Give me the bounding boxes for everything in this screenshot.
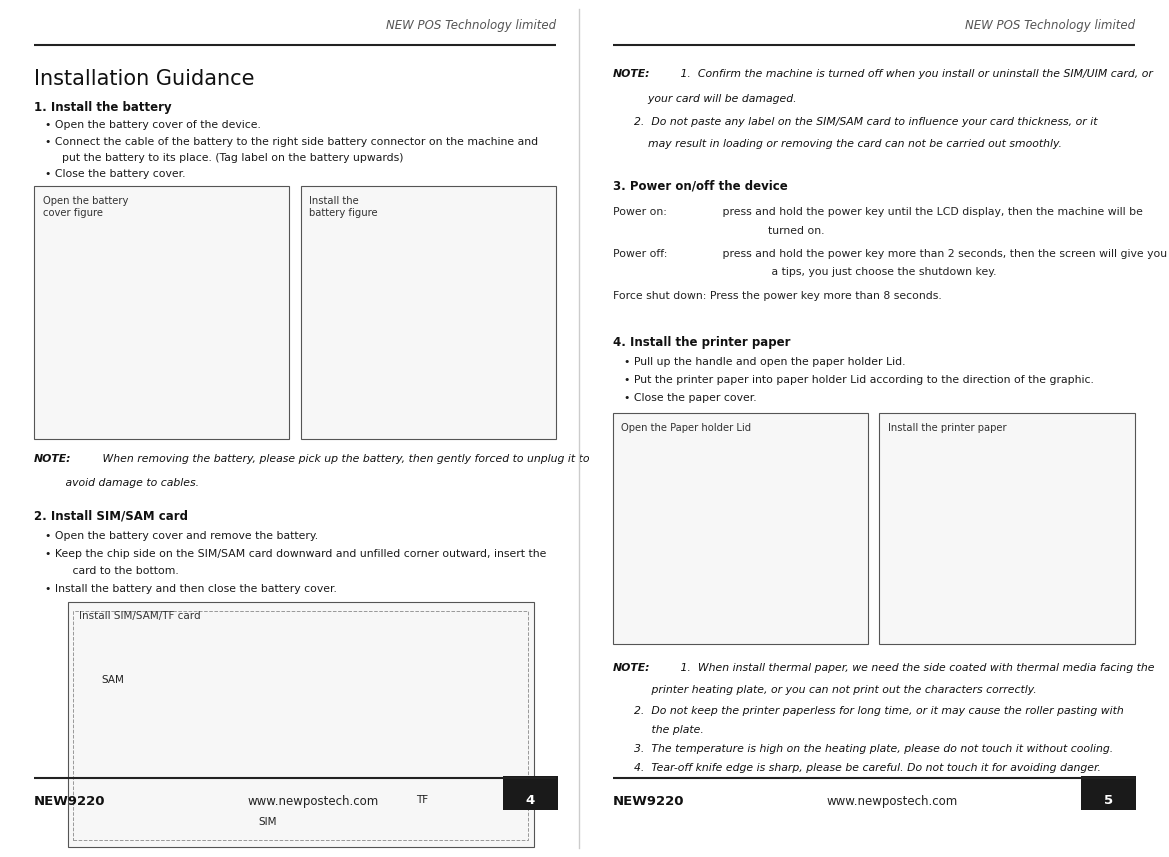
Text: • Open the battery cover of the device.: • Open the battery cover of the device. — [46, 120, 261, 130]
Text: www.newpostech.com: www.newpostech.com — [826, 795, 957, 808]
Text: NEW9220: NEW9220 — [34, 795, 105, 808]
Text: NOTE:: NOTE: — [613, 663, 650, 674]
Text: • Pull up the handle and open the paper holder Lid.: • Pull up the handle and open the paper … — [624, 357, 906, 368]
Text: press and hold the power key until the LCD display, then the machine will be: press and hold the power key until the L… — [719, 207, 1143, 218]
Text: Install SIM/SAM/TF card: Install SIM/SAM/TF card — [79, 611, 201, 621]
Text: 1.  When install thermal paper, we need the side coated with thermal media facin: 1. When install thermal paper, we need t… — [677, 663, 1155, 674]
Text: 1.  Confirm the machine is turned off when you install or uninstall the SIM/UIM : 1. Confirm the machine is turned off whe… — [677, 69, 1153, 79]
Text: 3. Power on/off the device: 3. Power on/off the device — [613, 180, 788, 193]
Bar — [613, 413, 869, 644]
Text: avoid damage to cables.: avoid damage to cables. — [34, 478, 199, 488]
Text: NEW POS Technology limited: NEW POS Technology limited — [386, 19, 556, 32]
Text: Power off:: Power off: — [613, 249, 667, 259]
Text: • Close the paper cover.: • Close the paper cover. — [624, 393, 756, 404]
Text: turned on.: turned on. — [719, 226, 825, 237]
Text: NOTE:: NOTE: — [34, 454, 71, 464]
Text: Install the
battery figure: Install the battery figure — [309, 196, 378, 218]
Text: Power on:: Power on: — [613, 207, 666, 218]
Text: www.newpostech.com: www.newpostech.com — [248, 795, 379, 808]
Text: SAM: SAM — [102, 675, 124, 686]
Text: 2. Install SIM/SAM card: 2. Install SIM/SAM card — [34, 510, 188, 523]
Bar — [34, 186, 290, 439]
Text: 2.  Do not keep the printer paperless for long time, or it may cause the roller : 2. Do not keep the printer paperless for… — [613, 706, 1123, 716]
Text: 4.  Tear-off knife edge is sharp, please be careful. Do not touch it for avoidin: 4. Tear-off knife edge is sharp, please … — [613, 763, 1101, 773]
Text: card to the bottom.: card to the bottom. — [62, 566, 179, 576]
Text: • Install the battery and then close the battery cover.: • Install the battery and then close the… — [46, 584, 337, 594]
Text: a tips, you just choose the shutdown key.: a tips, you just choose the shutdown key… — [719, 267, 997, 278]
Bar — [1081, 776, 1136, 810]
Text: Open the battery
cover figure: Open the battery cover figure — [42, 196, 127, 218]
Bar — [300, 186, 556, 439]
Text: NEW POS Technology limited: NEW POS Technology limited — [964, 19, 1135, 32]
Text: the plate.: the plate. — [613, 725, 704, 735]
Text: may result in loading or removing the card can not be carried out smoothly.: may result in loading or removing the ca… — [613, 139, 1061, 149]
Text: • Close the battery cover.: • Close the battery cover. — [46, 169, 186, 179]
Text: 2.  Do not paste any label on the SIM/SAM card to influence your card thickness,: 2. Do not paste any label on the SIM/SAM… — [613, 117, 1098, 127]
Text: 4. Install the printer paper: 4. Install the printer paper — [613, 336, 790, 349]
Text: Install the printer paper: Install the printer paper — [887, 423, 1007, 434]
Text: NOTE:: NOTE: — [613, 69, 650, 79]
Text: printer heating plate, or you can not print out the characters correctly.: printer heating plate, or you can not pr… — [613, 685, 1037, 695]
Text: 4: 4 — [526, 794, 534, 806]
Text: 1. Install the battery: 1. Install the battery — [34, 101, 172, 114]
Text: Force shut down: Press the power key more than 8 seconds.: Force shut down: Press the power key mor… — [613, 291, 941, 302]
Text: Open the Paper holder Lid: Open the Paper holder Lid — [621, 423, 752, 434]
Text: 5: 5 — [1105, 794, 1113, 806]
Bar — [74, 611, 528, 840]
Text: your card will be damaged.: your card will be damaged. — [613, 94, 796, 105]
Text: SIM: SIM — [258, 817, 277, 827]
Text: • Open the battery cover and remove the battery.: • Open the battery cover and remove the … — [46, 531, 318, 542]
Text: TF: TF — [416, 795, 428, 806]
Text: put the battery to its place. (Tag label on the battery upwards): put the battery to its place. (Tag label… — [62, 153, 403, 164]
Bar — [879, 413, 1135, 644]
Text: When removing the battery, please pick up the battery, then gently forced to unp: When removing the battery, please pick u… — [98, 454, 589, 464]
Bar — [503, 776, 558, 810]
Text: 3.  The temperature is high on the heating plate, please do not touch it without: 3. The temperature is high on the heatin… — [613, 744, 1113, 754]
Text: • Put the printer paper into paper holder Lid according to the direction of the : • Put the printer paper into paper holde… — [624, 375, 1094, 386]
Text: NEW9220: NEW9220 — [613, 795, 684, 808]
Text: • Connect the cable of the battery to the right side battery connector on the ma: • Connect the cable of the battery to th… — [46, 137, 539, 147]
Text: • Keep the chip side on the SIM/SAM card downward and unfilled corner outward, i: • Keep the chip side on the SIM/SAM card… — [46, 549, 547, 560]
Text: press and hold the power key more than 2 seconds, then the screen will give you: press and hold the power key more than 2… — [719, 249, 1168, 259]
Text: Installation Guidance: Installation Guidance — [34, 69, 255, 88]
Bar — [68, 602, 533, 847]
